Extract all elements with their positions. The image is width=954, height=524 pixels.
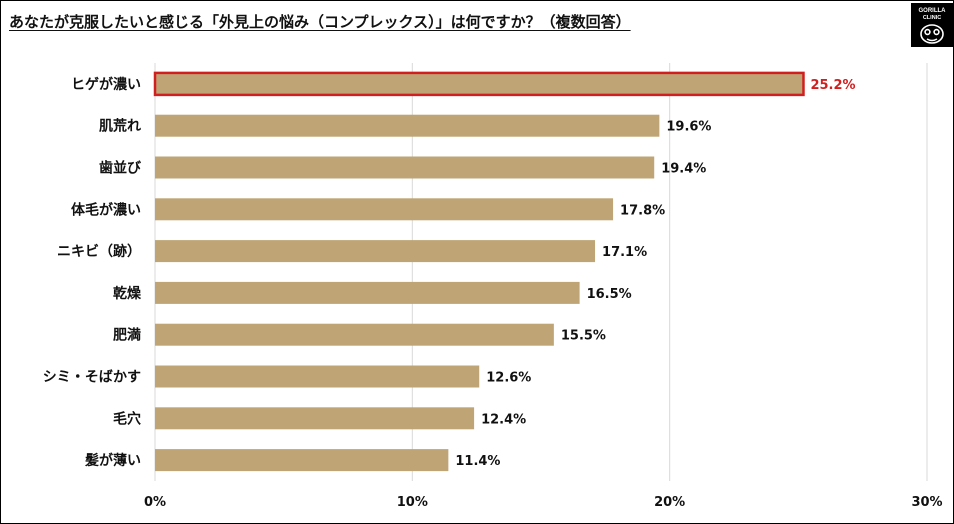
category-label: 毛穴 bbox=[113, 410, 141, 427]
labels: 0% 10% 20% 30% ヒゲが濃い 25.2% 肌荒れ 19.6% 歯並び 19.4% 体毛が… bbox=[43, 76, 943, 510]
x-tick-label: 0% bbox=[144, 495, 166, 510]
category-label: 歯並び bbox=[99, 160, 142, 177]
value-label: 19.4% bbox=[661, 162, 706, 177]
value-label: 25.2% bbox=[810, 78, 855, 93]
value-label: 12.6% bbox=[486, 371, 531, 386]
x-tick-label: 20% bbox=[654, 495, 685, 510]
bar-7 bbox=[155, 365, 480, 388]
value-label: 15.5% bbox=[561, 329, 606, 344]
value-label: 17.8% bbox=[620, 203, 665, 218]
gorilla-face-icon bbox=[920, 24, 944, 44]
value-label: 11.4% bbox=[455, 454, 500, 469]
category-label: 髪が薄い bbox=[84, 452, 141, 469]
bars bbox=[153, 71, 805, 472]
value-label: 12.4% bbox=[481, 412, 526, 427]
bar-2 bbox=[155, 156, 655, 179]
category-label: 肌荒れ bbox=[99, 118, 141, 135]
category-label: ニキビ（跡） bbox=[57, 243, 141, 260]
chart-title: あなたが克服したいと感じる「外見上の悩み（コンプレックス）」は何ですか？（複数回… bbox=[9, 13, 631, 31]
x-tick-label: 10% bbox=[397, 495, 428, 510]
category-label: ヒゲが濃い bbox=[71, 76, 141, 93]
bar-9 bbox=[155, 449, 449, 472]
value-label: 19.6% bbox=[666, 120, 711, 135]
logo-text-top: GORILLA bbox=[919, 8, 947, 14]
bar-6 bbox=[155, 323, 554, 346]
bar-3 bbox=[155, 198, 614, 221]
value-label: 17.1% bbox=[602, 245, 647, 260]
category-label: シミ・そばかす bbox=[43, 370, 141, 386]
bar-5 bbox=[155, 281, 580, 304]
value-label: 16.5% bbox=[587, 287, 632, 302]
gorilla-clinic-logo: GORILLA CLINIC bbox=[911, 3, 953, 47]
category-label: 肥満 bbox=[113, 327, 141, 344]
category-label: 乾燥 bbox=[113, 285, 142, 302]
bar-8 bbox=[155, 407, 475, 430]
bar-4 bbox=[155, 240, 596, 263]
category-label: 体毛が濃い bbox=[71, 201, 141, 218]
x-tick-label: 30% bbox=[911, 495, 942, 510]
bar-0 bbox=[153, 71, 805, 97]
logo-text-bottom: CLINIC bbox=[923, 15, 941, 21]
bar-1 bbox=[155, 114, 660, 137]
